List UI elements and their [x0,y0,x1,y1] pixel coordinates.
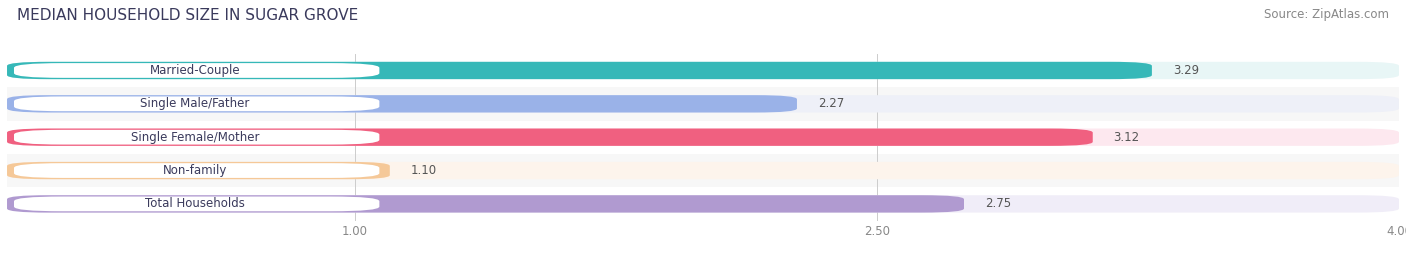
FancyBboxPatch shape [7,195,965,213]
FancyBboxPatch shape [7,95,797,112]
FancyBboxPatch shape [7,62,1152,79]
FancyBboxPatch shape [7,87,1399,121]
FancyBboxPatch shape [7,195,1399,213]
FancyBboxPatch shape [7,129,1399,146]
FancyBboxPatch shape [14,63,380,78]
FancyBboxPatch shape [7,54,1399,87]
FancyBboxPatch shape [7,162,1399,179]
Text: 3.29: 3.29 [1173,64,1199,77]
Text: MEDIAN HOUSEHOLD SIZE IN SUGAR GROVE: MEDIAN HOUSEHOLD SIZE IN SUGAR GROVE [17,8,359,23]
FancyBboxPatch shape [7,62,1399,79]
FancyBboxPatch shape [7,187,1399,221]
FancyBboxPatch shape [14,130,380,144]
FancyBboxPatch shape [7,154,1399,187]
Text: 3.12: 3.12 [1114,131,1140,144]
Text: 2.75: 2.75 [984,197,1011,210]
Text: Single Female/Mother: Single Female/Mother [131,131,259,144]
Text: 1.10: 1.10 [411,164,437,177]
Text: Non-family: Non-family [163,164,228,177]
FancyBboxPatch shape [7,121,1399,154]
FancyBboxPatch shape [7,129,1092,146]
Text: Total Households: Total Households [145,197,245,210]
FancyBboxPatch shape [7,162,389,179]
FancyBboxPatch shape [14,197,380,211]
Text: Married-Couple: Married-Couple [149,64,240,77]
Text: Source: ZipAtlas.com: Source: ZipAtlas.com [1264,8,1389,21]
FancyBboxPatch shape [7,95,1399,112]
Text: Single Male/Father: Single Male/Father [141,97,250,110]
FancyBboxPatch shape [14,163,380,178]
Text: 2.27: 2.27 [818,97,844,110]
FancyBboxPatch shape [14,97,380,111]
